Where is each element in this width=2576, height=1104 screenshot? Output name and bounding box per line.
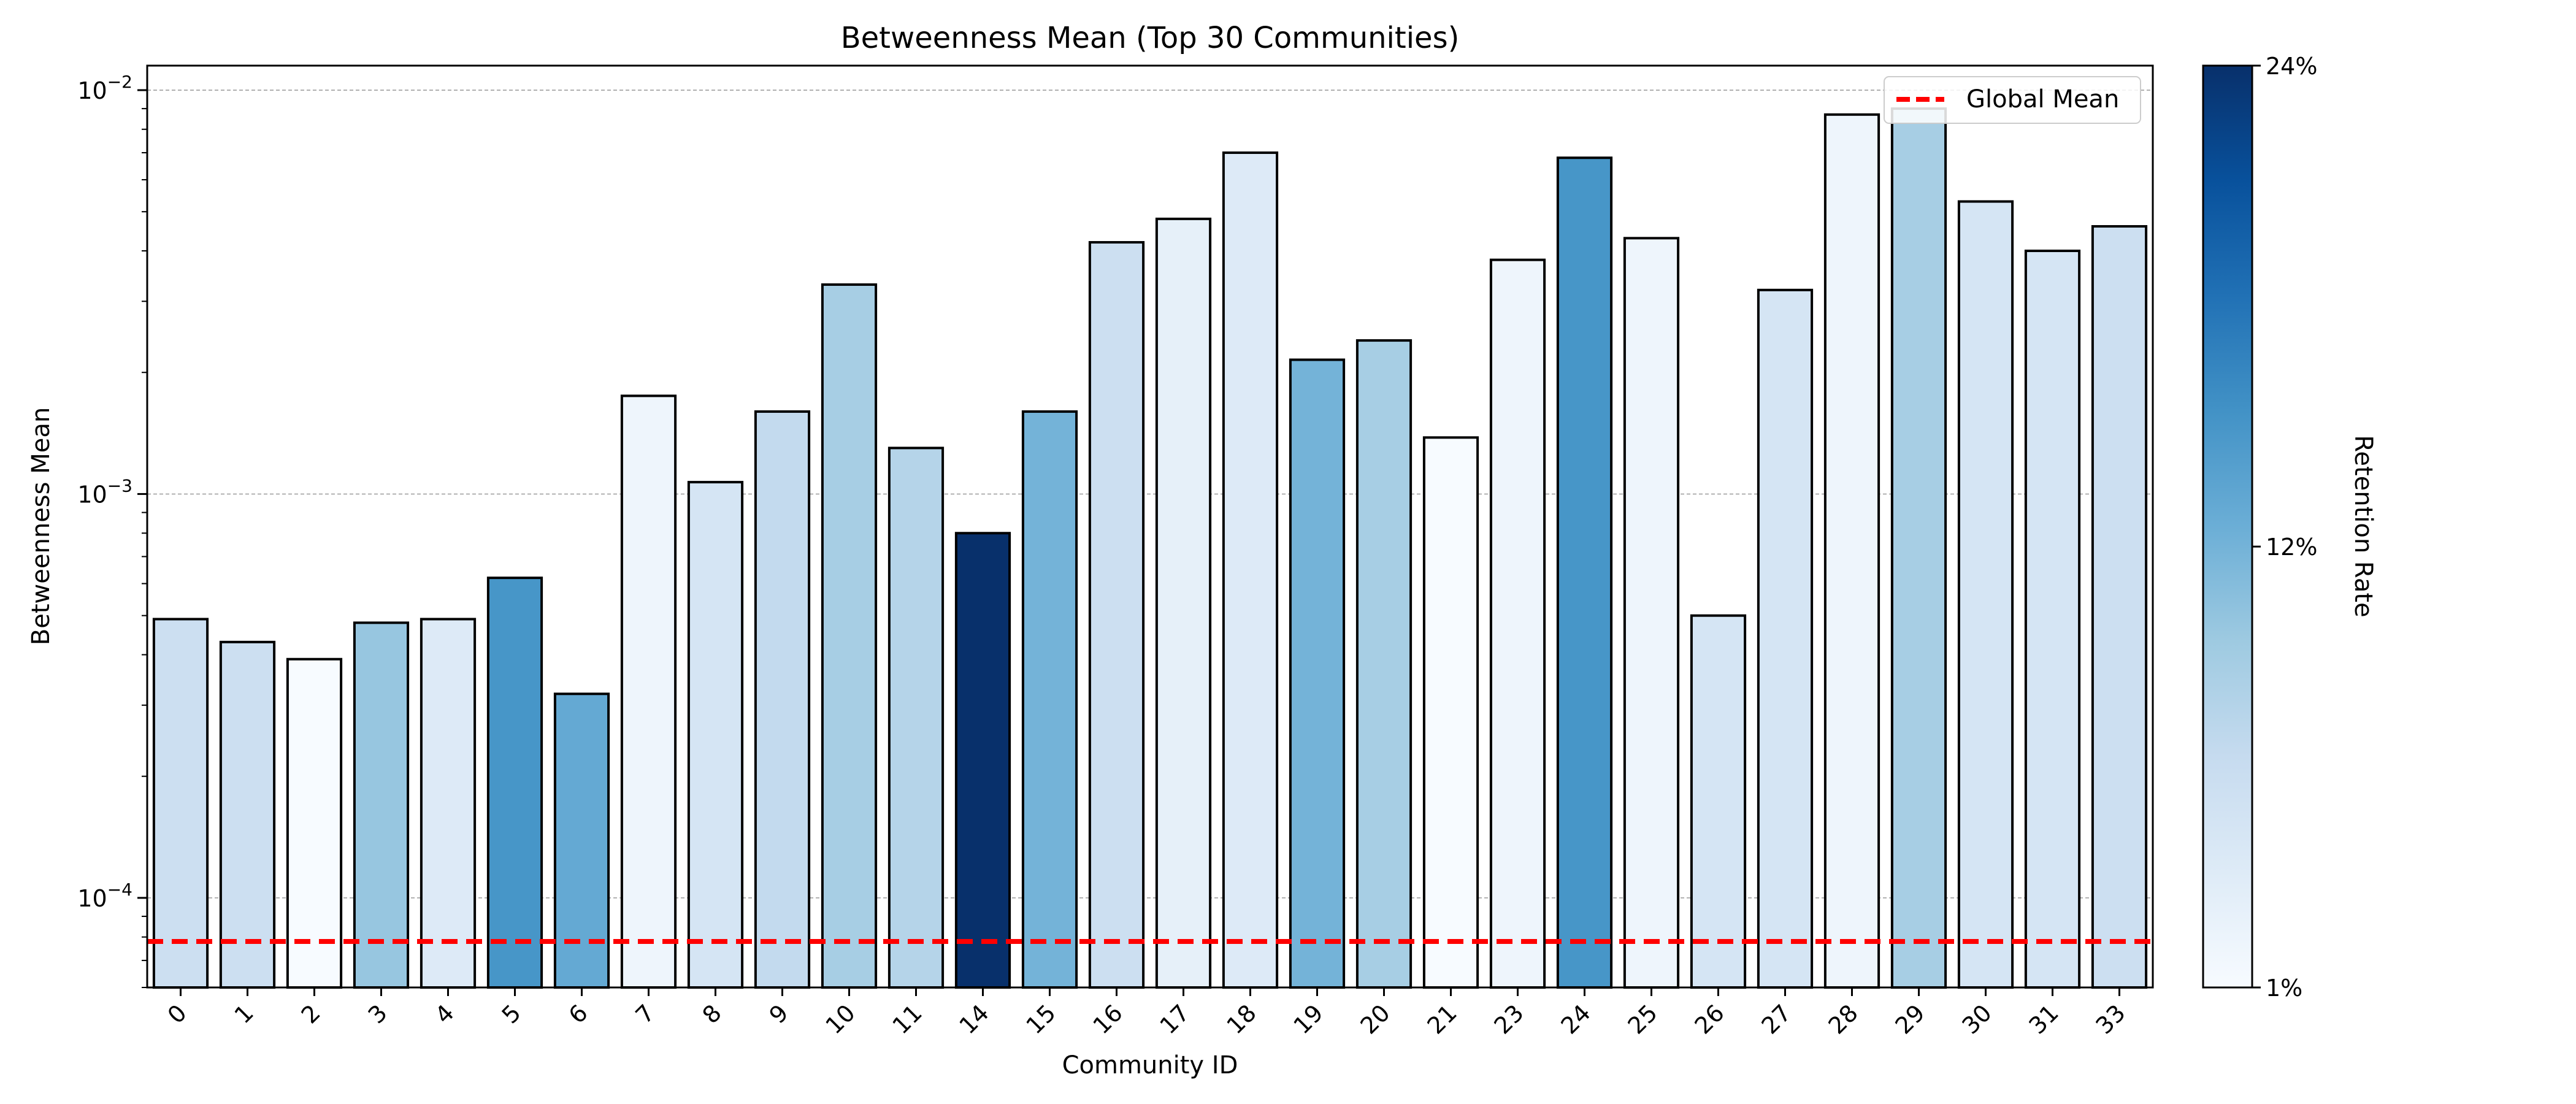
colorbar-label: Retention Rate — [2349, 435, 2377, 617]
y-tick-label: 10−3 — [77, 475, 132, 508]
x-tick-label: 11 — [887, 999, 927, 1039]
x-tick-label: 29 — [1890, 999, 1930, 1039]
colorbar-tick-label: 1% — [2266, 975, 2302, 1002]
bars — [152, 107, 2148, 989]
bar-community-17 — [1155, 217, 1212, 989]
x-tick-label: 23 — [1489, 999, 1529, 1039]
x-tick-label: 3 — [363, 999, 393, 1029]
x-tick-label: 33 — [2091, 999, 2131, 1039]
x-tick-label: 10 — [821, 999, 861, 1039]
x-tick-label: 19 — [1289, 999, 1328, 1039]
x-tick-label: 27 — [1757, 999, 1796, 1039]
bar-community-4 — [420, 618, 477, 989]
x-tick-label: 9 — [764, 999, 794, 1029]
x-tick-label: 6 — [564, 999, 593, 1029]
x-tick-label: 5 — [497, 999, 526, 1029]
x-tick-label: 31 — [2024, 999, 2064, 1039]
bar-community-26 — [1690, 614, 1747, 989]
x-axis-label: Community ID — [1062, 1051, 1238, 1079]
x-tick-label: 4 — [430, 999, 459, 1029]
bar-community-16 — [1088, 241, 1145, 989]
bar-community-28 — [1823, 113, 1880, 989]
bar-community-6 — [553, 692, 610, 989]
bar-community-5 — [486, 577, 543, 989]
bar-community-3 — [353, 621, 410, 989]
chart-title: Betweenness Mean (Top 30 Communities) — [841, 21, 1460, 55]
x-tick-label: 15 — [1021, 999, 1061, 1039]
bar-community-25 — [1623, 237, 1680, 989]
x-tick-label: 0 — [163, 999, 192, 1029]
x-tick-label: 16 — [1088, 999, 1128, 1039]
colorbar-ticks: 24% 12% 1% — [2252, 53, 2317, 1002]
legend-box — [1884, 76, 2141, 124]
bar-community-24 — [1556, 156, 1613, 989]
y-axis-label: Betweenness Mean — [27, 407, 55, 645]
colorbar-tick-label: 24% — [2266, 53, 2317, 80]
bar-community-15 — [1021, 410, 1078, 989]
x-tick-label: 25 — [1623, 999, 1663, 1039]
x-tick-label: 2 — [296, 999, 326, 1029]
x-tick-label: 21 — [1422, 999, 1462, 1039]
y-axis-ticks: 10−4 10−3 10−2 — [77, 72, 147, 988]
x-tick-label: 28 — [1823, 999, 1863, 1039]
bar-community-2 — [286, 657, 343, 989]
grid-lines — [147, 89, 2153, 899]
colorbar-tick-label: 12% — [2266, 534, 2317, 561]
bar-community-7 — [620, 394, 677, 989]
bar-community-9 — [754, 410, 811, 989]
legend: Global Mean — [1884, 76, 2141, 124]
bar-community-10 — [821, 283, 878, 989]
y-tick-label: 10−2 — [77, 72, 132, 104]
y-tick-label: 10−4 — [77, 880, 132, 912]
bar-community-19 — [1289, 358, 1346, 989]
colorbar-gradient — [2202, 64, 2253, 989]
colorbar: 24% 12% 1% Retention Rate — [2202, 53, 2377, 1002]
bar-community-20 — [1355, 339, 1413, 989]
bar-community-1 — [219, 640, 276, 989]
bar-community-31 — [2024, 250, 2081, 989]
x-tick-label: 7 — [631, 999, 660, 1029]
x-tick-label: 24 — [1556, 999, 1596, 1039]
bar-community-11 — [887, 447, 945, 989]
bar-community-18 — [1222, 151, 1279, 989]
plot-frame — [146, 64, 2154, 989]
x-tick-label: 17 — [1155, 999, 1195, 1039]
x-tick-label: 20 — [1355, 999, 1395, 1039]
bar-community-0 — [152, 618, 209, 989]
bar-community-8 — [687, 481, 744, 989]
bar-community-27 — [1757, 288, 1814, 989]
x-tick-label: 1 — [229, 999, 259, 1029]
bar-community-21 — [1422, 436, 1479, 989]
bar-community-29 — [1890, 107, 1947, 989]
x-axis-ticks: 0 1 2 3 4 5 6 7 8 9 10 11 14 15 16 17 18 19 20 21 23 24 25 26 27… — [163, 987, 2131, 1040]
x-tick-label: 30 — [1957, 999, 1997, 1039]
x-tick-label: 26 — [1690, 999, 1730, 1039]
x-tick-label: 8 — [697, 999, 727, 1029]
bar-community-14 — [954, 532, 1011, 989]
x-tick-label: 18 — [1222, 999, 1262, 1039]
x-tick-label: 14 — [954, 999, 994, 1039]
bar-community-23 — [1489, 258, 1546, 989]
bar-community-33 — [2091, 225, 2148, 989]
bar-community-30 — [1957, 200, 2014, 989]
legend-label: Global Mean — [1966, 85, 2119, 113]
